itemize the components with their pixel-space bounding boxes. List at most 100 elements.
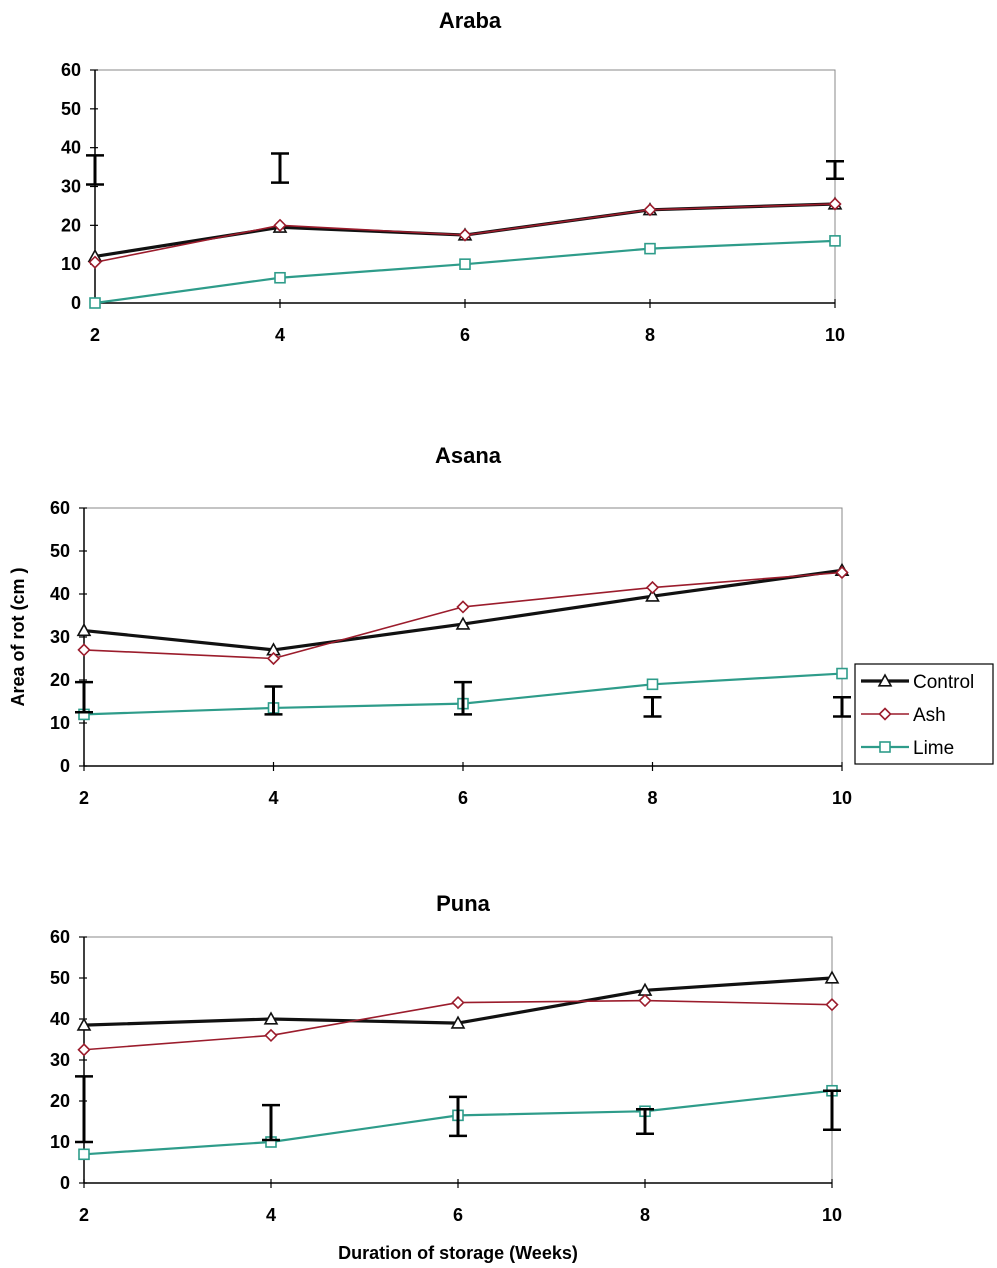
- chart-title: Asana: [435, 443, 502, 468]
- series-ash: [77, 993, 839, 1057]
- data-point-lime: [829, 235, 841, 247]
- error-bar: [264, 685, 283, 716]
- y-tick-label: 40: [50, 1009, 70, 1029]
- data-point-ash: [266, 651, 281, 666]
- x-tick-label: 8: [640, 1205, 650, 1225]
- x-tick-label: 6: [460, 325, 470, 345]
- error-bar: [75, 1075, 93, 1144]
- data-point-ash: [643, 203, 657, 217]
- chart-3: Puna 0 10 20 30 40 50 60 2 4 6 8 10 Duration of stora…: [50, 891, 842, 1263]
- plot-area: [83, 507, 843, 767]
- y-tick-label: 50: [50, 968, 70, 988]
- x-tick-label: 6: [453, 1205, 463, 1225]
- legend-item-ash: Ash: [861, 705, 946, 726]
- data-point-lime: [459, 258, 471, 270]
- y-tick-label: 50: [50, 541, 70, 561]
- data-point-lime: [836, 667, 848, 680]
- y-tick-label: 30: [61, 177, 81, 197]
- data-point-ash: [828, 197, 842, 211]
- data-point-ash: [456, 600, 470, 614]
- x-tick-label: 2: [79, 1205, 89, 1225]
- x-tick-label: 2: [90, 325, 100, 345]
- series-line-lime: [94, 239, 836, 305]
- y-tick-label: 60: [61, 60, 81, 80]
- y-tick-label: 0: [71, 293, 81, 313]
- y-tick-label: 0: [60, 1173, 70, 1193]
- y-tick-label: 10: [50, 1132, 70, 1152]
- error-bar: [643, 695, 662, 718]
- data-point-ash: [638, 993, 652, 1008]
- error-bar: [271, 152, 289, 184]
- x-tick-label: 10: [832, 788, 852, 808]
- error-bar: [449, 1095, 467, 1138]
- y-tick-label: 20: [61, 215, 81, 235]
- series-lime: [89, 235, 841, 309]
- legend-marker: [879, 741, 891, 753]
- x-tick-label: 8: [647, 788, 657, 808]
- legend-label: Lime: [913, 738, 954, 759]
- error-bar: [833, 695, 851, 718]
- y-tick-label: 50: [61, 99, 81, 119]
- series-ash: [77, 565, 849, 666]
- legend: Control Ash Lime: [854, 663, 994, 765]
- data-point-control: [645, 588, 660, 602]
- data-point-ash: [645, 580, 660, 595]
- legend-label: Ash: [913, 705, 946, 726]
- data-point-ash: [458, 228, 472, 242]
- chart-title: Puna: [436, 891, 491, 916]
- data-point-control: [455, 616, 471, 630]
- data-point-ash: [451, 995, 465, 1010]
- y-tick-label: 10: [61, 254, 81, 274]
- data-point-ash: [835, 565, 849, 580]
- data-point-ash: [264, 1028, 278, 1043]
- y-tick-label: 40: [50, 584, 70, 604]
- x-tick-label: 10: [822, 1205, 842, 1225]
- error-bar: [823, 1089, 841, 1131]
- data-point-control: [263, 1011, 279, 1025]
- y-tick-label: 0: [60, 756, 70, 776]
- y-tick-label: 30: [50, 1050, 70, 1070]
- x-tick-label: 6: [458, 788, 468, 808]
- data-point-control: [450, 1015, 466, 1029]
- y-tick-label: 60: [50, 927, 70, 947]
- data-point-ash: [273, 218, 287, 232]
- y-axis-label: Area of rot (cm ): [8, 567, 28, 706]
- chart-1: Araba 0 10 20 30 40 50 60 2 4 6 8 10: [61, 8, 845, 345]
- data-point-lime: [89, 297, 101, 309]
- data-point-lime: [274, 271, 286, 284]
- x-tick-label: 4: [268, 788, 278, 808]
- legend-label: Control: [913, 672, 974, 693]
- x-tick-label: 2: [79, 788, 89, 808]
- data-point-lime: [78, 1148, 90, 1161]
- x-tick-label: 10: [825, 325, 845, 345]
- series-control: [76, 970, 840, 1031]
- legend-item-control: Control: [861, 672, 974, 693]
- chart-2: Asana 0 10 20 30 40 50 60 2 4 6 8 10 Area of rot (cm …: [8, 443, 994, 808]
- x-tick-label: 8: [645, 325, 655, 345]
- error-bar: [75, 680, 93, 714]
- data-point-lime: [646, 678, 659, 691]
- data-point-control: [76, 1017, 92, 1031]
- data-point-ash: [77, 643, 91, 657]
- y-tick-label: 20: [50, 670, 70, 690]
- data-point-control: [76, 622, 92, 637]
- error-bar: [826, 160, 844, 180]
- x-axis-label: Duration of storage (Weeks): [338, 1243, 578, 1263]
- legend-marker: [877, 673, 893, 687]
- y-tick-label: 60: [50, 498, 70, 518]
- data-point-ash: [77, 1043, 91, 1057]
- y-tick-label: 20: [50, 1091, 70, 1111]
- data-point-ash: [88, 255, 102, 269]
- error-bar: [454, 680, 472, 716]
- error-bar: [262, 1103, 280, 1142]
- legend-item-lime: Lime: [861, 738, 954, 759]
- series-ash: [88, 197, 842, 269]
- data-point-control: [824, 970, 840, 984]
- data-point-ash: [825, 998, 839, 1012]
- data-point-lime: [644, 242, 656, 255]
- error-bar: [636, 1107, 654, 1136]
- chart-title: Araba: [439, 8, 502, 33]
- x-tick-label: 4: [275, 325, 285, 345]
- error-bar: [86, 154, 104, 186]
